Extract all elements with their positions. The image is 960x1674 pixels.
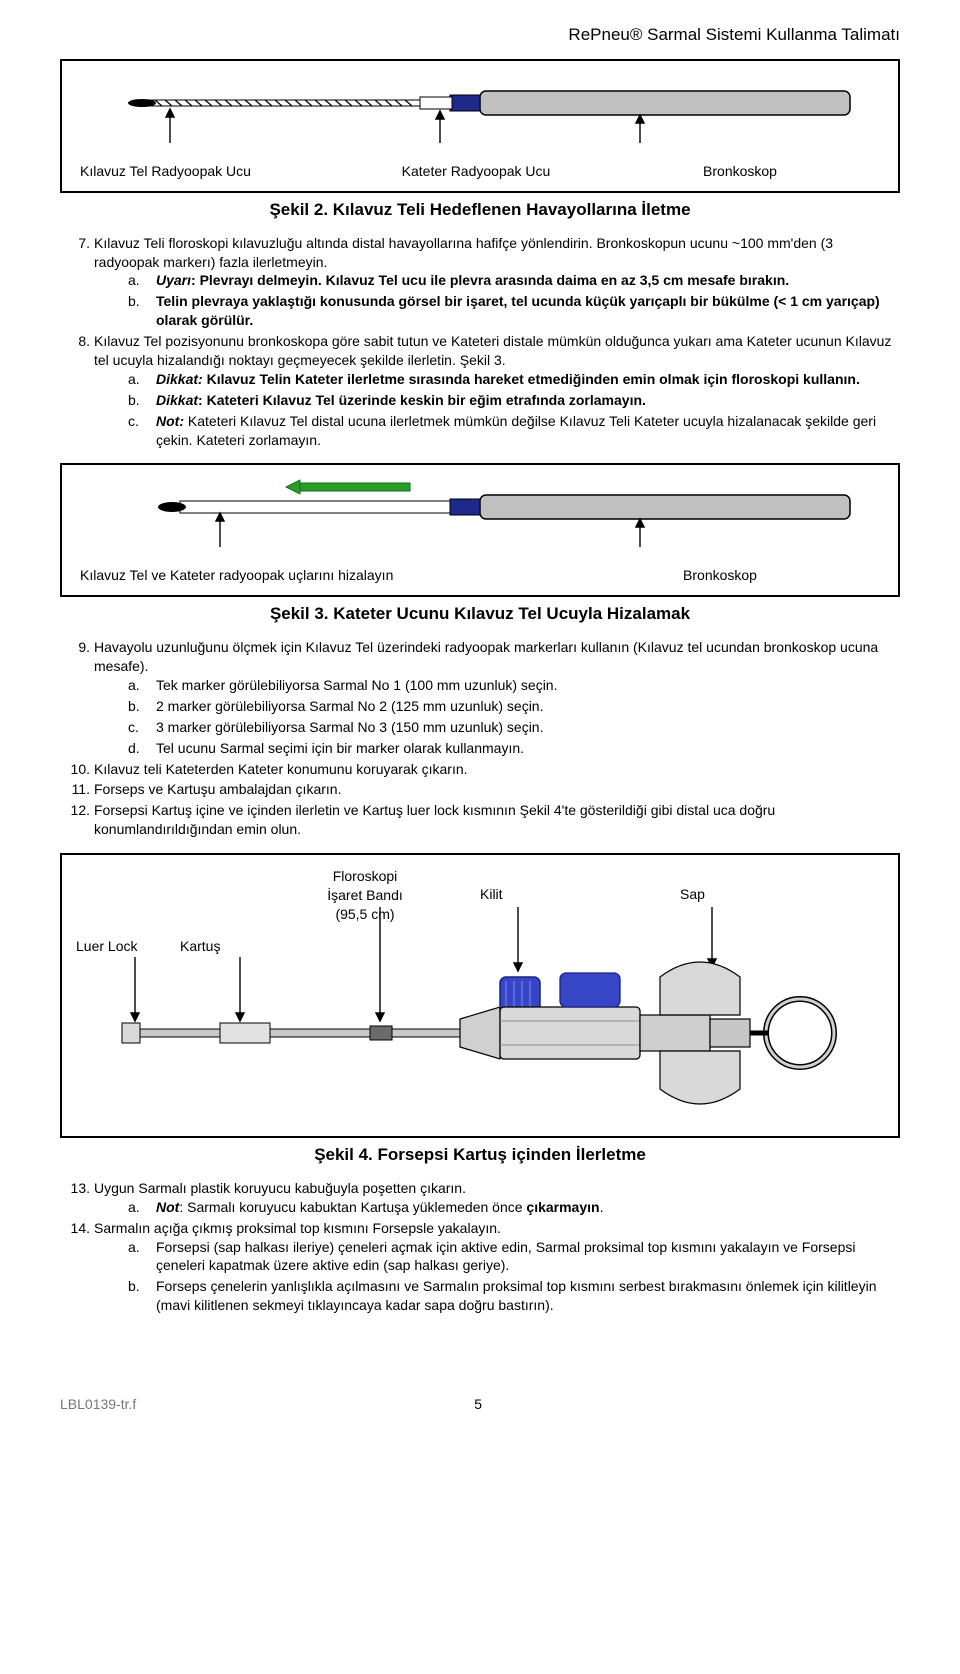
figure3-box: Kılavuz Tel ve Kateter radyoopak uçların… [60,463,900,597]
item-10-text: Kılavuz teli Kateterden Kateter konumunu… [94,761,468,777]
item-8a: a. Dikkat: Kılavuz Telin Kateter ilerlet… [128,370,900,389]
item-7: 7. Kılavuz Teli floroskopi kılavuzluğu a… [60,234,900,330]
item-12-text: Forsepsi Kartuş içine ve içinden ilerlet… [94,802,775,837]
item-13: 13. Uygun Sarmalı plastik koruyucu kabuğ… [60,1179,900,1217]
item-8c-post: Kateteri Kılavuz Tel distal ucuna ilerle… [156,413,876,448]
item-7a: a. Uyarı: Plevrayı delmeyin. Kılavuz Tel… [128,271,900,290]
item-7b-text: Telin plevraya yaklaştığı konusunda görs… [156,293,880,328]
item-7b: b. Telin plevraya yaklaştığı konusunda g… [128,292,900,330]
item-8a-post: Kılavuz Telin Kateter ilerletme sırasınd… [203,371,860,387]
item-7a-pre: Uyarı [156,272,191,288]
item-11: 11.Forseps ve Kartuşu ambalajdan çıkarın… [60,780,900,799]
fig4-label-luer: Luer Lock [76,937,137,956]
instruction-list-13-14: 13. Uygun Sarmalı plastik koruyucu kabuğ… [60,1179,900,1315]
item-13a: a. Not: Sarmalı koruyucu kabuktan Kartuş… [128,1198,900,1217]
item-9c-text: 3 marker görülebiliyorsa Sarmal No 3 (15… [156,719,543,735]
fig4-label-sap: Sap [680,885,705,904]
item-9c: c.3 marker görülebiliyorsa Sarmal No 3 (… [128,718,900,737]
figure3-svg [80,477,880,562]
fig2-label1: Kılavuz Tel Radyoopak Ucu [80,162,344,181]
item-7-text: Kılavuz Teli floroskopi kılavuzluğu altı… [94,235,833,270]
item-9d: d.Tel ucunu Sarmal seçimi için bir marke… [128,739,900,758]
figure2-caption: Şekil 2. Kılavuz Teli Hedeflenen Havayol… [60,199,900,222]
item-9b-text: 2 marker görülebiliyorsa Sarmal No 2 (12… [156,698,543,714]
figure3-caption: Şekil 3. Kateter Ucunu Kılavuz Tel Ucuyl… [60,603,900,626]
figure2-box: Kılavuz Tel Radyoopak Ucu Kateter Radyoo… [60,59,900,193]
fig4-label-kilit: Kilit [480,885,503,904]
figure2-svg [80,73,880,158]
fig2-label2: Kateter Radyoopak Ucu [344,162,608,181]
item-14b: b.Forseps çenelerin yanlışlıkla açılması… [128,1277,900,1315]
item-13a-pre: Not [156,1199,179,1215]
item-9d-text: Tel ucunu Sarmal seçimi için bir marker … [156,740,524,756]
item-14b-text: Forseps çenelerin yanlışlıkla açılmasını… [156,1278,877,1313]
item-14a-text: Forsepsi (sap halkası ileriye) çeneleri … [156,1239,856,1274]
item-8b-post: : Kateteri Kılavuz Tel üzerinde keskin b… [198,392,646,408]
fig2-label3: Bronkoskop [608,162,872,181]
figure4-labels-top: Floroskopi İşaret Bandı (95,5 cm) Kilit … [80,867,880,907]
item-7a-post: : Plevrayı delmeyin. Kılavuz Tel ucu ile… [191,272,789,288]
item-10: 10.Kılavuz teli Kateterden Kateter konum… [60,760,900,779]
item-14: 14. Sarmalın açığa çıkmış proksimal top … [60,1219,900,1315]
item-13a-mid: : Sarmalı koruyucu kabuktan Kartuşa yükl… [179,1199,526,1215]
fig3-label1: Kılavuz Tel ve Kateter radyoopak uçların… [80,566,560,585]
item-9-text: Havayolu uzunluğunu ölçmek için Kılavuz … [94,639,878,674]
item-9b: b.2 marker görülebiliyorsa Sarmal No 2 (… [128,697,900,716]
doc-header: RePneu® Sarmal Sistemi Kullanma Talimatı [60,24,900,47]
figure4-box: Floroskopi İşaret Bandı (95,5 cm) Kilit … [60,853,900,1138]
item-8: 8. Kılavuz Tel pozisyonunu bronkoskopa g… [60,332,900,449]
item-13-text: Uygun Sarmalı plastik koruyucu kabuğuyla… [94,1180,466,1196]
item-11-text: Forseps ve Kartuşu ambalajdan çıkarın. [94,781,341,797]
item-9a-text: Tek marker görülebiliyorsa Sarmal No 1 (… [156,677,557,693]
item-9: 9. Havayolu uzunluğunu ölçmek için Kılav… [60,638,900,757]
item-12: 12.Forsepsi Kartuş içine ve içinden iler… [60,801,900,839]
item-14-text: Sarmalın açığa çıkmış proksimal top kısm… [94,1220,501,1236]
item-8c: c. Not: Kateteri Kılavuz Tel distal ucun… [128,412,900,450]
footer-page: 5 [474,1395,482,1414]
item-8a-pre: Dikkat: [156,371,203,387]
item-8b: b. Dikkat: Kateteri Kılavuz Tel üzerinde… [128,391,900,410]
fig3-label2: Bronkoskop [560,566,880,585]
figure3-labels: Kılavuz Tel ve Kateter radyoopak uçların… [80,566,880,585]
item-9a: a.Tek marker görülebiliyorsa Sarmal No 1… [128,676,900,695]
item-8b-pre: Dikkat [156,392,198,408]
item-13a-end: . [600,1199,604,1215]
item-13a-post: çıkarmayın [526,1199,599,1215]
figure4-caption: Şekil 4. Forsepsi Kartuş içinden İlerlet… [60,1144,900,1167]
figure2-labels: Kılavuz Tel Radyoopak Ucu Kateter Radyoo… [80,162,880,181]
instruction-list-9-12: 9. Havayolu uzunluğunu ölçmek için Kılav… [60,638,900,839]
page-footer: LBL0139-tr.f 5 [60,1395,900,1414]
footer-docid: LBL0139-tr.f [60,1395,136,1414]
item-8-text: Kılavuz Tel pozisyonunu bronkoskopa göre… [94,333,891,368]
item-8c-pre: Not: [156,413,184,429]
instruction-list-7-8: 7. Kılavuz Teli floroskopi kılavuzluğu a… [60,234,900,450]
item-14a: a.Forsepsi (sap halkası ileriye) çeneler… [128,1238,900,1276]
fig4-label-kartus: Kartuş [180,937,220,956]
